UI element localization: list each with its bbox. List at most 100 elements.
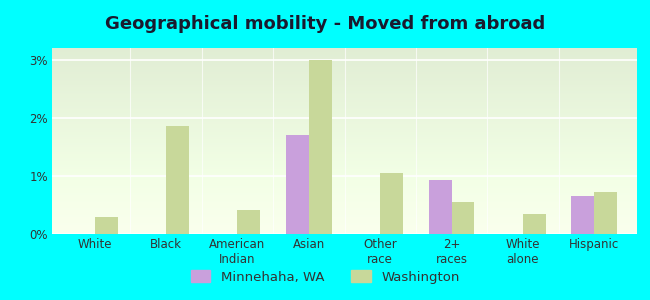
Bar: [52, 78, 637, 80]
Bar: [52, 107, 637, 110]
Bar: [52, 117, 637, 119]
Bar: [571, 196, 594, 234]
Bar: [52, 176, 637, 178]
Bar: [52, 67, 637, 68]
Bar: [52, 119, 637, 121]
Bar: [52, 94, 637, 96]
Bar: [52, 93, 637, 94]
Bar: [52, 61, 637, 63]
Bar: [52, 175, 637, 176]
Bar: [52, 91, 637, 93]
Bar: [52, 191, 637, 193]
Bar: [52, 122, 637, 124]
Bar: [52, 141, 637, 143]
Bar: [52, 154, 637, 156]
Bar: [52, 197, 637, 199]
Bar: [52, 52, 637, 54]
Bar: [309, 60, 332, 234]
Bar: [52, 202, 637, 204]
Bar: [52, 195, 637, 197]
Legend: Minnehaha, WA, Washington: Minnehaha, WA, Washington: [184, 264, 466, 290]
Bar: [52, 208, 637, 210]
Bar: [52, 152, 637, 154]
Bar: [52, 180, 637, 182]
Bar: [52, 130, 637, 132]
Bar: [52, 70, 637, 72]
Bar: [52, 74, 637, 76]
Bar: [52, 204, 637, 206]
Bar: [52, 193, 637, 195]
Bar: [237, 210, 260, 234]
Bar: [52, 160, 637, 161]
Bar: [52, 59, 637, 61]
Bar: [380, 173, 403, 234]
Bar: [594, 192, 617, 234]
Bar: [52, 165, 637, 167]
Bar: [52, 163, 637, 165]
Bar: [429, 180, 452, 234]
Bar: [52, 215, 637, 217]
Bar: [52, 56, 637, 57]
Bar: [52, 188, 637, 189]
Bar: [52, 110, 637, 111]
Bar: [52, 50, 637, 52]
Bar: [95, 217, 118, 234]
Bar: [523, 214, 546, 234]
Bar: [52, 206, 637, 208]
Bar: [52, 158, 637, 160]
Bar: [52, 228, 637, 230]
Bar: [52, 124, 637, 126]
Bar: [52, 189, 637, 191]
Bar: [52, 199, 637, 200]
Bar: [52, 132, 637, 134]
Bar: [52, 65, 637, 67]
Bar: [52, 225, 637, 226]
Bar: [52, 171, 637, 172]
Bar: [52, 186, 637, 188]
Bar: [52, 156, 637, 158]
Bar: [52, 137, 637, 139]
Text: Geographical mobility - Moved from abroad: Geographical mobility - Moved from abroa…: [105, 15, 545, 33]
Bar: [52, 98, 637, 100]
Bar: [52, 150, 637, 152]
Bar: [52, 76, 637, 78]
Bar: [52, 148, 637, 150]
Bar: [52, 147, 637, 148]
Bar: [52, 102, 637, 104]
Bar: [52, 57, 637, 59]
Bar: [52, 111, 637, 113]
Bar: [52, 230, 637, 232]
Bar: [52, 219, 637, 221]
Bar: [52, 96, 637, 98]
Bar: [166, 127, 189, 234]
Bar: [52, 82, 637, 83]
Bar: [52, 172, 637, 175]
Bar: [52, 210, 637, 212]
Bar: [52, 80, 637, 82]
Bar: [52, 226, 637, 228]
Bar: [52, 63, 637, 65]
Bar: [52, 182, 637, 184]
Bar: [52, 89, 637, 91]
Bar: [52, 85, 637, 87]
Bar: [52, 167, 637, 169]
Bar: [52, 143, 637, 145]
Bar: [52, 87, 637, 89]
Bar: [52, 115, 637, 117]
Bar: [52, 139, 637, 141]
Bar: [52, 178, 637, 180]
Bar: [52, 223, 637, 225]
Bar: [52, 169, 637, 171]
Bar: [52, 217, 637, 219]
Bar: [52, 214, 637, 215]
Bar: [52, 121, 637, 122]
Bar: [52, 100, 637, 102]
Bar: [52, 72, 637, 74]
Bar: [52, 68, 637, 70]
Bar: [52, 200, 637, 202]
Bar: [52, 212, 637, 214]
Bar: [52, 134, 637, 135]
Bar: [52, 135, 637, 137]
Bar: [52, 106, 637, 107]
Bar: [52, 113, 637, 115]
